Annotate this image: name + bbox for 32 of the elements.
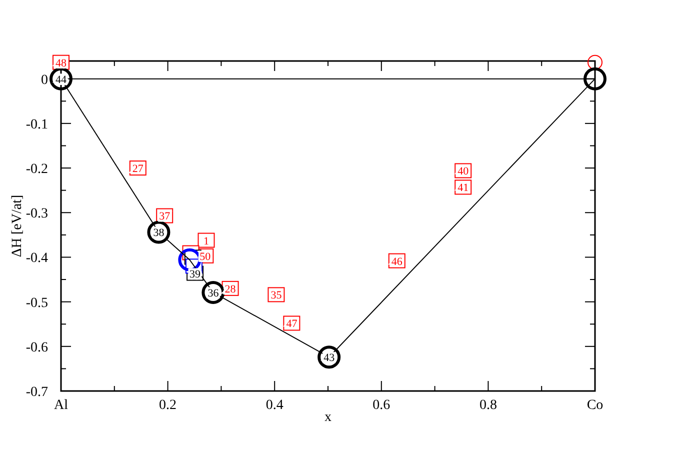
annotation: 43 bbox=[324, 352, 336, 364]
x-tick-label: 0.6 bbox=[372, 398, 390, 413]
x-tick-label: 0.8 bbox=[479, 398, 497, 413]
annotation: 35 bbox=[270, 290, 282, 302]
x-axis-title: x bbox=[324, 410, 332, 425]
annotation: 48 bbox=[56, 57, 67, 70]
annotation: 36 bbox=[208, 287, 220, 300]
y-tick-label: -0.7 bbox=[26, 385, 48, 400]
annotation: 46 bbox=[391, 256, 403, 268]
y-tick-label: -0.4 bbox=[26, 251, 48, 266]
annotation: 1 bbox=[204, 235, 209, 248]
y-tick-label: 0 bbox=[41, 72, 48, 88]
x-tick-label: Al bbox=[54, 398, 68, 413]
y-tick-label: -0.2 bbox=[26, 162, 48, 178]
y-tick-label: -0.5 bbox=[26, 296, 48, 311]
y-axis-title: ΔH [eV/at] bbox=[10, 194, 25, 258]
x-tick-label: 0.4 bbox=[266, 398, 284, 413]
annotation: 40 bbox=[458, 166, 470, 178]
annotation: 39 bbox=[190, 268, 202, 280]
annotation: 41 bbox=[458, 182, 469, 194]
annotation: 37 bbox=[159, 210, 171, 223]
y-tick-label: -0.3 bbox=[26, 206, 48, 222]
annotation: 38 bbox=[153, 227, 165, 240]
annotation: 50 bbox=[200, 250, 212, 263]
annotation: 47 bbox=[286, 318, 298, 330]
y-tick-label: -0.1 bbox=[26, 117, 48, 132]
y-tick-label: -0.6 bbox=[26, 340, 48, 356]
annotation: 44 bbox=[56, 74, 67, 86]
annotation: 28 bbox=[224, 283, 236, 296]
x-tick-label: Co bbox=[586, 398, 604, 413]
x-tick-label: 0.2 bbox=[159, 398, 177, 413]
annotation: 27 bbox=[132, 163, 144, 176]
